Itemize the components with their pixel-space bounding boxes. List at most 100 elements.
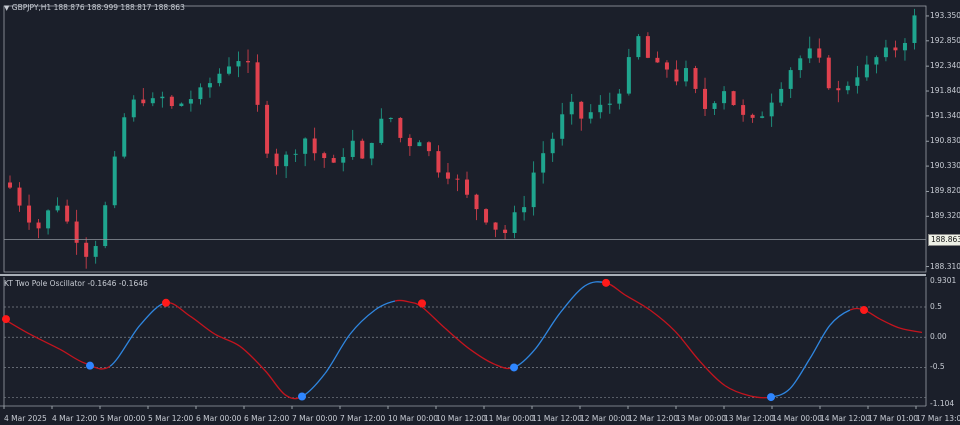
bear-candle bbox=[27, 205, 32, 223]
price-tick-label: 189.820 bbox=[930, 186, 960, 196]
bull-candle bbox=[131, 99, 136, 118]
buy-signal-dot bbox=[767, 393, 775, 402]
sell-signal-dot bbox=[2, 315, 10, 324]
bull-candle bbox=[160, 96, 165, 99]
bull-candle bbox=[569, 101, 574, 115]
bull-candle bbox=[103, 205, 108, 247]
bear-candle bbox=[141, 99, 146, 104]
bull-candle bbox=[512, 212, 517, 233]
buy-signal-dot bbox=[86, 361, 94, 370]
bull-candle bbox=[284, 154, 289, 167]
oscillator-line bbox=[165, 302, 191, 317]
bull-candle bbox=[93, 246, 98, 257]
bear-candle bbox=[693, 68, 698, 89]
bear-candle bbox=[312, 138, 317, 154]
bear-candle bbox=[436, 151, 441, 173]
bear-candle bbox=[836, 88, 841, 91]
bull-candle bbox=[683, 68, 688, 82]
bull-candle bbox=[369, 142, 374, 159]
time-tick-label: 6 Mar 12:00 bbox=[244, 414, 290, 423]
price-tick-label: 190.330 bbox=[930, 161, 960, 171]
bear-candle bbox=[331, 158, 336, 163]
oscillator-line bbox=[469, 348, 496, 366]
indicator-header: KT Two Pole Oscillator -0.1646 -0.1646 bbox=[4, 279, 148, 288]
oscillator-line bbox=[559, 285, 586, 314]
sell-signal-dot bbox=[860, 306, 868, 315]
bull-candle bbox=[541, 153, 546, 173]
time-tick-label: 13 Mar 12:00 bbox=[724, 414, 775, 423]
bull-candle bbox=[55, 205, 60, 211]
bull-candle bbox=[46, 210, 51, 229]
time-tick-label: 5 Mar 00:00 bbox=[100, 414, 146, 423]
oscillator-line bbox=[724, 385, 751, 397]
bull-candle bbox=[379, 118, 384, 143]
symbol-label: GBPJPY,H1 bbox=[11, 3, 52, 12]
osc-tick-label: 0.00 bbox=[930, 332, 947, 342]
indicator-name: KT Two Pole Oscillator bbox=[4, 279, 86, 288]
bear-candle bbox=[322, 153, 327, 159]
oscillator-line bbox=[534, 312, 561, 350]
bull-candle bbox=[845, 85, 850, 91]
time-tick-label: 14 Mar 00:00 bbox=[772, 414, 823, 423]
indicator-value-2: -0.1646 bbox=[118, 279, 148, 288]
price-tick-label: 191.840 bbox=[930, 86, 960, 96]
bull-candle bbox=[788, 70, 793, 89]
oscillator-line bbox=[809, 324, 831, 359]
bear-candle bbox=[741, 105, 746, 115]
bull-candle bbox=[350, 140, 355, 157]
bear-candle bbox=[703, 88, 708, 109]
oscillator-line bbox=[264, 370, 286, 396]
bull-candle bbox=[293, 153, 298, 155]
oscillator-line bbox=[444, 327, 471, 350]
time-tick-label: 4 Mar 2025 bbox=[4, 414, 47, 423]
oscillator-line bbox=[139, 302, 167, 326]
bull-candle bbox=[712, 103, 717, 109]
oscillator-line bbox=[301, 373, 326, 398]
time-tick-label: 7 Mar 00:00 bbox=[292, 414, 338, 423]
bear-candle bbox=[645, 36, 650, 58]
bear-candle bbox=[817, 48, 822, 58]
osc-tick-label: 0.5 bbox=[930, 302, 942, 311]
bull-candle bbox=[560, 114, 565, 139]
bull-candle bbox=[607, 103, 612, 105]
bull-candle bbox=[522, 207, 527, 213]
bull-candle bbox=[588, 112, 593, 119]
bear-candle bbox=[407, 137, 412, 147]
price-tick-label: 192.850 bbox=[930, 35, 960, 45]
bear-candle bbox=[246, 61, 251, 63]
bear-candle bbox=[360, 140, 365, 159]
bull-candle bbox=[636, 36, 641, 58]
time-tick-label: 10 Mar 12:00 bbox=[436, 414, 487, 423]
time-tick-label: 5 Mar 12:00 bbox=[148, 414, 194, 423]
bear-candle bbox=[445, 172, 450, 179]
bull-candle bbox=[883, 47, 888, 58]
oscillator-line bbox=[394, 299, 411, 303]
price-tick-label: 188.310 bbox=[930, 261, 960, 271]
bull-candle bbox=[303, 138, 308, 154]
bear-candle bbox=[465, 179, 469, 195]
oscillator-line bbox=[374, 300, 396, 311]
bear-candle bbox=[17, 187, 22, 206]
bear-candle bbox=[493, 222, 498, 230]
bull-candle bbox=[760, 116, 765, 118]
bull-candle bbox=[617, 93, 622, 104]
osc-tick-label: 0.9301 bbox=[930, 276, 957, 285]
oscillator-line bbox=[59, 348, 86, 364]
bear-candle bbox=[731, 91, 736, 106]
oscillator-line bbox=[513, 348, 536, 369]
bear-candle bbox=[274, 153, 279, 167]
oscillator-line bbox=[789, 358, 811, 390]
bear-candle bbox=[474, 194, 479, 210]
triangle-down-icon[interactable]: ▼ bbox=[4, 4, 10, 12]
oscillator-line bbox=[624, 294, 651, 311]
bear-candle bbox=[826, 57, 831, 89]
bull-candle bbox=[341, 156, 346, 163]
bear-candle bbox=[8, 182, 12, 188]
time-tick-label: 11 Mar 00:00 bbox=[484, 414, 535, 423]
bear-candle bbox=[455, 178, 460, 180]
bull-candle bbox=[207, 83, 212, 88]
price-tick-label: 191.340 bbox=[930, 110, 960, 120]
bull-candle bbox=[626, 57, 631, 94]
bull-candle bbox=[874, 57, 879, 65]
